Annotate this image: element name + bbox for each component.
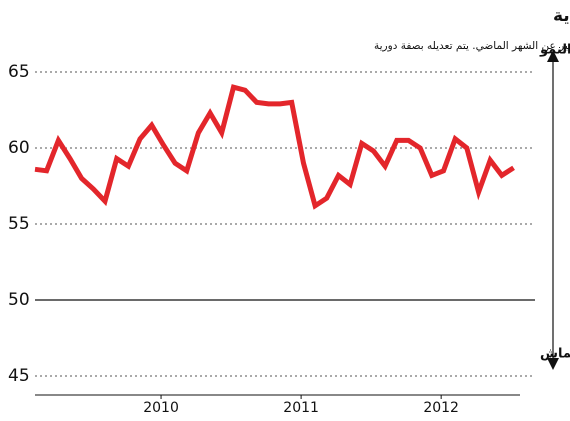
annotation: معدل الزيادة في النمو (539, 43, 570, 58)
x-tick-label: 2012 (423, 400, 459, 416)
y-tick-label: 60 (8, 138, 30, 158)
y-tick-label: 55 (8, 214, 30, 234)
arrow-down (547, 358, 559, 370)
chart-subtitle: 50 = لا يوجد تغيير عن الشهر الماضي. يتم … (374, 40, 570, 52)
y-tick-label: 50 (8, 290, 30, 310)
x-tick-label: 2010 (143, 400, 179, 416)
y-tick-label: 65 (8, 62, 30, 82)
chart-title: مؤشر ™PMI لبنك SABB HSBC بالمملكة العربي… (553, 6, 570, 26)
arrow-up (547, 50, 559, 62)
annotation: معدل الزيادة في الانكماش (540, 347, 570, 362)
data-line (34, 84, 515, 210)
x-tick-label: 2011 (283, 400, 319, 416)
y-tick-label: 45 (8, 366, 30, 386)
